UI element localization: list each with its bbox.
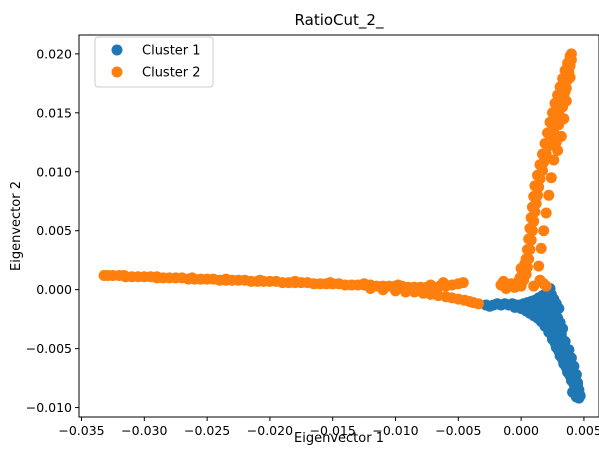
cluster-2-point-76 — [186, 272, 198, 284]
x-axis-label: Eigenvector 1 — [294, 431, 384, 446]
x-tick-label: −0.010 — [372, 423, 418, 438]
cluster-1-point-64 — [565, 352, 577, 364]
series-cluster-2 — [98, 48, 577, 310]
cluster-1-point-86 — [570, 391, 582, 403]
cluster-2-point-159 — [563, 62, 575, 74]
series-cluster-1 — [480, 283, 586, 404]
cluster-2-point-161 — [560, 95, 572, 107]
cluster-2-point-60 — [377, 284, 389, 296]
cluster-2-point-74 — [118, 270, 130, 281]
cluster-2-point-78 — [254, 274, 266, 286]
y-axis-label: Eigenvector 2 — [9, 181, 24, 271]
cluster-2-point-136 — [528, 191, 540, 202]
plot-area — [98, 48, 586, 404]
cluster-1-point-88 — [564, 370, 576, 382]
cluster-1-point-80 — [545, 291, 557, 303]
cluster-2-point-77 — [220, 273, 232, 285]
cluster-2-point-150 — [538, 225, 550, 237]
x-tick-label: −0.030 — [121, 423, 167, 438]
legend-marker-cluster-1 — [111, 44, 123, 56]
cluster-2-point-140 — [523, 233, 535, 245]
cluster-2-point-80 — [324, 277, 336, 289]
cluster-2-point-75 — [151, 271, 163, 283]
cluster-2-point-137 — [526, 201, 538, 213]
cluster-2-point-84 — [437, 277, 449, 289]
cluster-1-point-92 — [549, 337, 561, 349]
cluster-2-point-169 — [528, 280, 540, 292]
y-tick-label: 0.010 — [36, 164, 72, 179]
cluster-2-point-138 — [525, 212, 537, 224]
cluster-1-point-83 — [526, 299, 538, 311]
cluster-1-point-89 — [560, 362, 572, 373]
legend-marker-cluster-2 — [111, 66, 123, 78]
cluster-2-point-83 — [425, 279, 437, 291]
cluster-2-point-160 — [564, 71, 576, 83]
cluster-1-point-84 — [518, 300, 530, 312]
cluster-2-point-148 — [533, 260, 545, 272]
cluster-2-point-62 — [400, 286, 412, 298]
cluster-2-point-134 — [532, 169, 543, 181]
cluster-2-point-129 — [544, 116, 556, 128]
cluster-2-point-152 — [543, 189, 555, 201]
cluster-2-point-139 — [524, 222, 536, 234]
x-tick-label: 0.000 — [503, 423, 539, 438]
x-tick-label: −0.025 — [184, 423, 230, 438]
cluster-2-point-158 — [559, 86, 571, 98]
legend-label-cluster-2: Cluster 2 — [142, 66, 201, 81]
y-tick-label: 0.005 — [36, 223, 72, 238]
cluster-2-point-149 — [535, 242, 547, 254]
cluster-2-point-73 — [472, 298, 484, 310]
y-tick-label: 0.015 — [36, 105, 72, 120]
cluster-2-point-163 — [555, 130, 567, 142]
x-tick-label: −0.035 — [58, 423, 104, 438]
cluster-2-point-151 — [540, 207, 552, 219]
cluster-2-point-132 — [537, 148, 548, 160]
cluster-2-point-63 — [408, 286, 420, 298]
x-tick-label: −0.005 — [435, 423, 481, 438]
cluster-1-point-94 — [542, 321, 553, 333]
x-tick-label: −0.015 — [310, 423, 356, 438]
legend-label-cluster-1: Cluster 1 — [142, 44, 201, 59]
cluster-2-point-135 — [529, 180, 541, 192]
cluster-2-point-131 — [539, 138, 551, 149]
cluster-2-point-168 — [515, 262, 527, 274]
cluster-2-point-79 — [289, 275, 301, 287]
y-tick-label: 0.020 — [36, 46, 72, 61]
x-tick-label: −0.020 — [247, 423, 293, 438]
cluster-2-point-58 — [457, 277, 469, 289]
legend-box — [94, 36, 214, 88]
chart-title: RatioCut_2_ — [295, 11, 384, 30]
axes-frame — [78, 34, 599, 418]
x-tick-label: 0.005 — [566, 423, 599, 438]
cluster-2-point-141 — [521, 244, 533, 256]
cluster-2-point-147 — [540, 280, 552, 292]
cluster-1-point-91 — [553, 345, 565, 357]
cluster-1-point-62 — [559, 336, 571, 347]
cluster-2-point-130 — [542, 127, 553, 139]
cluster-1-point-90 — [557, 353, 569, 365]
cluster-2-point-128 — [547, 107, 558, 119]
y-tick-label: −0.010 — [26, 400, 72, 415]
y-axis: −0.010 −0.005 0.000 0.005 0.010 0.015 0.020 — [26, 46, 79, 415]
cluster-1-point-76 — [557, 323, 569, 335]
cluster-1-point-87 — [568, 378, 580, 390]
cluster-2-point-82 — [392, 279, 404, 291]
legend: Cluster 1 Cluster 2 — [94, 36, 214, 88]
y-tick-label: −0.005 — [26, 341, 72, 356]
x-axis: −0.035 −0.030 −0.025 −0.020 −0.015 −0.010 −0.0… — [58, 417, 599, 438]
cluster-2-point-153 — [545, 172, 557, 184]
cluster-2-point-164 — [552, 145, 564, 156]
cluster-2-point-133 — [534, 159, 546, 171]
cluster-1-point-79 — [553, 303, 565, 314]
cluster-2-point-162 — [558, 113, 570, 125]
y-tick-label: 0.000 — [36, 282, 72, 297]
cluster-2-point-81 — [358, 278, 370, 290]
cluster-2-point-154 — [548, 154, 560, 166]
